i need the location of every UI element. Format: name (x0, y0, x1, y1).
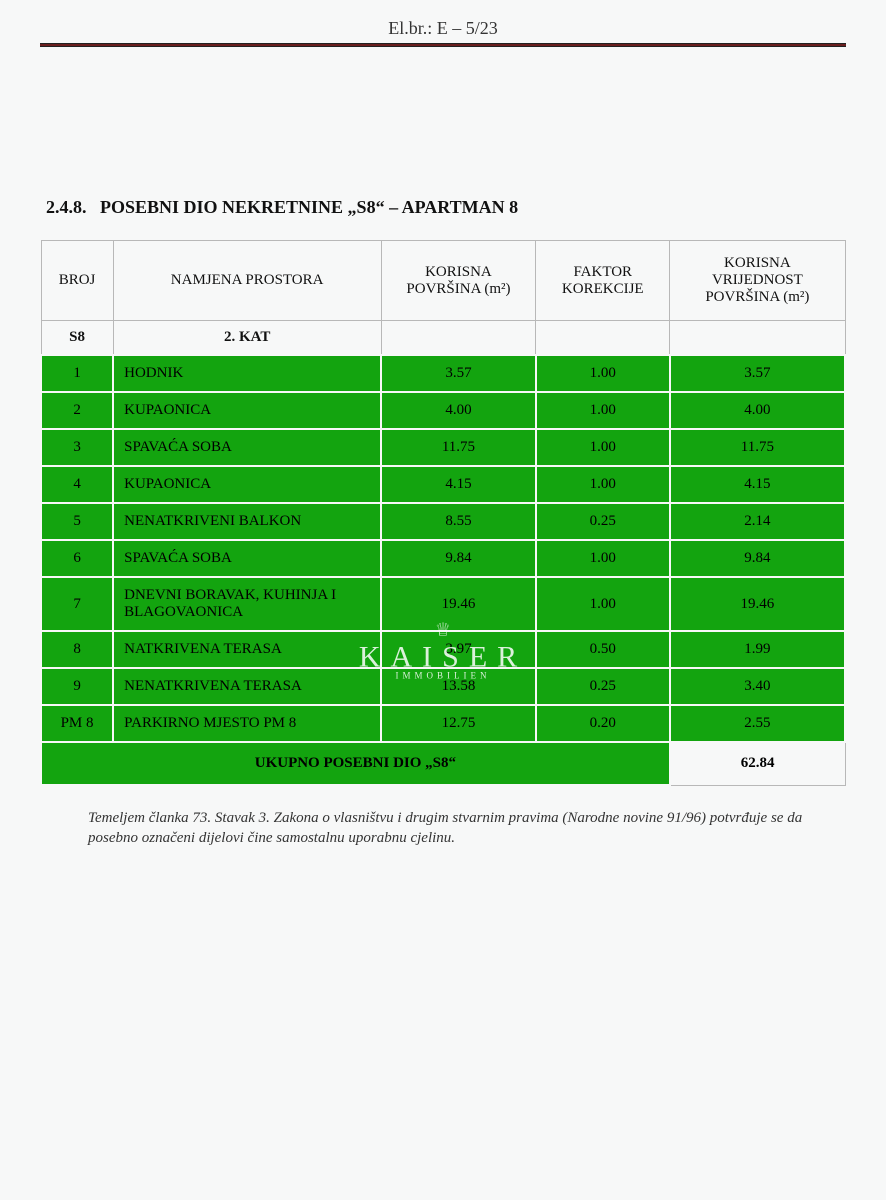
table-row: 8NATKRIVENA TERASA3.970.501.99 (41, 631, 845, 668)
cell-val: 2.55 (670, 705, 845, 742)
table-header-row: BROJ NAMJENA PROSTORA KORISNA POVRŠINA (… (41, 241, 845, 321)
cell-factor: 1.00 (536, 540, 670, 577)
table-row: 9NENATKRIVENA TERASA13.580.253.40 (41, 668, 845, 705)
cell-val: 1.99 (670, 631, 845, 668)
cell-area: 3.57 (381, 355, 536, 392)
cell-factor: 0.25 (536, 503, 670, 540)
cell-val: 11.75 (670, 429, 845, 466)
cell-name: HODNIK (113, 355, 381, 392)
cell-area: 9.84 (381, 540, 536, 577)
cell-val: 3.40 (670, 668, 845, 705)
table-row: 7DNEVNI BORAVAK, KUHINJA I BLAGOVAONICA1… (41, 577, 845, 631)
cell-val: 4.15 (670, 466, 845, 503)
header-rule (40, 43, 846, 47)
page-header-ref: El.br.: E – 5/23 (40, 18, 846, 43)
cell-n: PM 8 (41, 705, 113, 742)
cell-n: 8 (41, 631, 113, 668)
table-row: 4KUPAONICA4.151.004.15 (41, 466, 845, 503)
total-label: UKUPNO POSEBNI DIO „S8“ (41, 742, 670, 785)
cell-name: KUPAONICA (113, 466, 381, 503)
unit-row: S8 2. KAT (41, 321, 845, 356)
legal-footnote: Temeljem članka 73. Stavak 3. Zakona o v… (88, 808, 840, 849)
col-name: NAMJENA PROSTORA (113, 241, 381, 321)
cell-area: 4.15 (381, 466, 536, 503)
document-page: El.br.: E – 5/23 2.4.8. POSEBNI DIO NEKR… (0, 0, 886, 1200)
cell-n: 5 (41, 503, 113, 540)
cell-name: NATKRIVENA TERASA (113, 631, 381, 668)
total-row: UKUPNO POSEBNI DIO „S8“62.84 (41, 742, 845, 785)
cell-n: 7 (41, 577, 113, 631)
cell-factor: 1.00 (536, 429, 670, 466)
cell-n: 6 (41, 540, 113, 577)
section-title-text: POSEBNI DIO NEKRETNINE „S8“ – APARTMAN 8 (100, 197, 518, 217)
cell-n: 9 (41, 668, 113, 705)
cell-area: 3.97 (381, 631, 536, 668)
cell-area: 4.00 (381, 392, 536, 429)
col-area: KORISNA POVRŠINA (m²) (381, 241, 536, 321)
col-broj: BROJ (41, 241, 113, 321)
cell-factor: 1.00 (536, 392, 670, 429)
cell-n: 2 (41, 392, 113, 429)
table-row: 5NENATKRIVENI BALKON8.550.252.14 (41, 503, 845, 540)
unit-empty (381, 321, 536, 356)
cell-name: KUPAONICA (113, 392, 381, 429)
cell-factor: 0.50 (536, 631, 670, 668)
cell-name: NENATKRIVENA TERASA (113, 668, 381, 705)
col-factor: FAKTOR KOREKCIJE (536, 241, 670, 321)
cell-name: DNEVNI BORAVAK, KUHINJA I BLAGOVAONICA (113, 577, 381, 631)
unit-empty (670, 321, 845, 356)
cell-name: SPAVAĆA SOBA (113, 540, 381, 577)
cell-n: 4 (41, 466, 113, 503)
rooms-table: BROJ NAMJENA PROSTORA KORISNA POVRŠINA (… (40, 240, 846, 786)
table-row: PM 8PARKIRNO MJESTO PM 812.750.202.55 (41, 705, 845, 742)
section-number: 2.4.8. (46, 197, 87, 217)
cell-factor: 0.25 (536, 668, 670, 705)
cell-val: 2.14 (670, 503, 845, 540)
cell-name: PARKIRNO MJESTO PM 8 (113, 705, 381, 742)
section-heading: 2.4.8. POSEBNI DIO NEKRETNINE „S8“ – APA… (46, 197, 846, 218)
cell-n: 3 (41, 429, 113, 466)
cell-val: 19.46 (670, 577, 845, 631)
cell-area: 8.55 (381, 503, 536, 540)
cell-factor: 0.20 (536, 705, 670, 742)
col-val: KORISNA VRIJEDNOST POVRŠINA (m²) (670, 241, 845, 321)
table-row: 6SPAVAĆA SOBA9.841.009.84 (41, 540, 845, 577)
cell-name: NENATKRIVENI BALKON (113, 503, 381, 540)
cell-factor: 1.00 (536, 577, 670, 631)
table-row: 2KUPAONICA4.001.004.00 (41, 392, 845, 429)
unit-code: S8 (41, 321, 113, 356)
unit-floor: 2. KAT (113, 321, 381, 356)
table-row: 3SPAVAĆA SOBA11.751.0011.75 (41, 429, 845, 466)
unit-empty (536, 321, 670, 356)
cell-area: 19.46 (381, 577, 536, 631)
table-row: 1HODNIK3.571.003.57 (41, 355, 845, 392)
cell-area: 13.58 (381, 668, 536, 705)
cell-val: 4.00 (670, 392, 845, 429)
cell-name: SPAVAĆA SOBA (113, 429, 381, 466)
cell-n: 1 (41, 355, 113, 392)
cell-factor: 1.00 (536, 466, 670, 503)
cell-val: 9.84 (670, 540, 845, 577)
cell-area: 12.75 (381, 705, 536, 742)
cell-factor: 1.00 (536, 355, 670, 392)
total-value: 62.84 (670, 742, 845, 785)
cell-area: 11.75 (381, 429, 536, 466)
cell-val: 3.57 (670, 355, 845, 392)
